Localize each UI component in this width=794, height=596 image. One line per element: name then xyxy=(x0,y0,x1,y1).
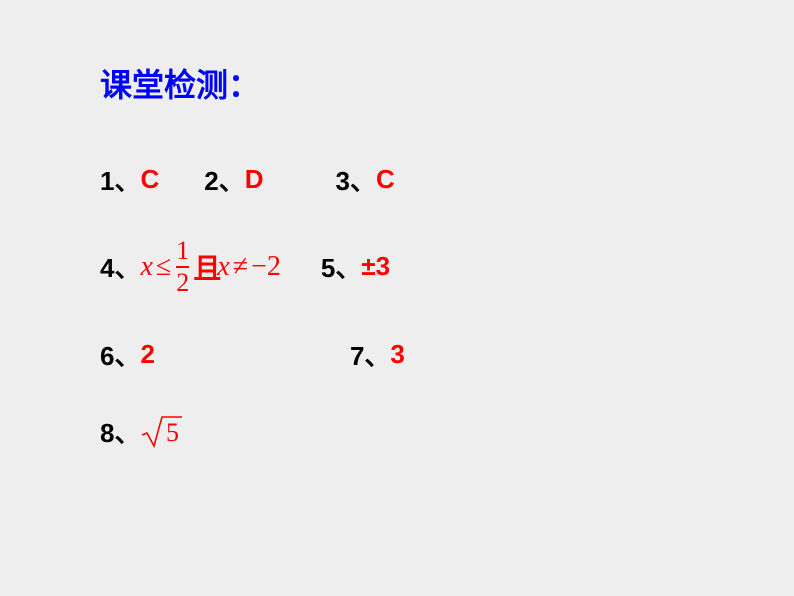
item-1: 1、 C xyxy=(100,161,159,198)
math-neq: ≠ xyxy=(233,251,248,283)
sqrt-icon: 5 xyxy=(140,413,184,449)
label-6: 6、 xyxy=(100,336,140,373)
item-7: 7、 3 xyxy=(350,336,405,373)
answer-5: ±3 xyxy=(361,251,390,282)
item-2: 2、 D xyxy=(204,161,263,198)
answer-1: C xyxy=(140,164,159,195)
math-var-x2: x xyxy=(217,251,229,283)
label-3: 3、 xyxy=(336,161,376,198)
label-8: 8、 xyxy=(100,413,140,450)
fraction-bottom: 2 xyxy=(176,268,189,296)
row-3: 6、 2 7、 3 xyxy=(100,336,694,373)
sqrt: 5 xyxy=(140,413,184,449)
label-2: 2、 xyxy=(204,161,244,198)
answer-7: 3 xyxy=(390,339,404,370)
answer-6: 2 xyxy=(140,339,154,370)
item-8: 8、 5 xyxy=(100,413,184,450)
math-rel: ≤ xyxy=(156,251,171,283)
row-2: 4、 x ≤ 1 2 且 x ≠ −2 5、 ±3 xyxy=(100,238,694,296)
label-5: 5、 xyxy=(321,248,361,285)
item-4: 4、 x ≤ 1 2 且 x ≠ −2 xyxy=(100,238,281,296)
row-1: 1、 C 2、 D 3、 C xyxy=(100,161,694,198)
answer-2: D xyxy=(245,164,264,195)
row-4: 8、 5 xyxy=(100,413,694,450)
answer-3: C xyxy=(376,164,395,195)
math-var-x: x xyxy=(140,251,152,283)
item-3: 3、 C xyxy=(336,161,395,198)
slide-content: 课堂检测： 1、 C 2、 D 3、 C 4、 x ≤ 1 2 且 x xyxy=(0,0,794,550)
slide-title: 课堂检测： xyxy=(100,60,694,106)
fraction-top: 1 xyxy=(176,238,189,266)
math-rhs: −2 xyxy=(251,251,281,283)
fraction: 1 2 xyxy=(176,238,189,296)
label-4: 4、 xyxy=(100,248,140,285)
label-7: 7、 xyxy=(350,336,390,373)
sqrt-value: 5 xyxy=(166,418,179,447)
item-5: 5、 ±3 xyxy=(321,248,390,285)
item-6: 6、 2 xyxy=(100,336,155,373)
label-1: 1、 xyxy=(100,161,140,198)
